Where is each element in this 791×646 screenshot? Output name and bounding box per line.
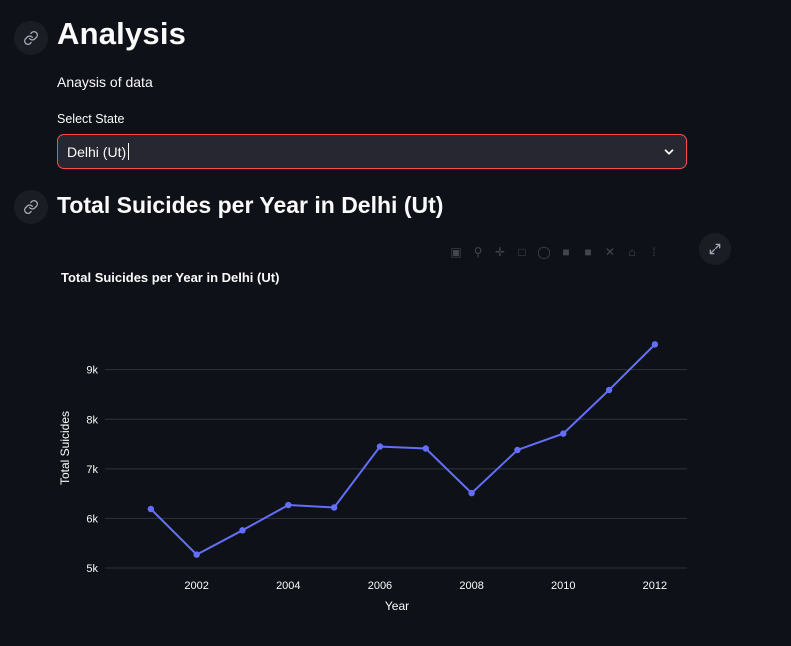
chevron-down-icon[interactable] (662, 145, 676, 159)
header-anchor-link[interactable] (14, 21, 48, 55)
chart-y-tick-label: 8k (86, 414, 98, 426)
zoom-out-icon[interactable]: ■ (584, 245, 592, 259)
select-state-label: Select State (57, 112, 125, 126)
chart-title: Total Suicides per Year in Delhi (Ut) (61, 270, 279, 285)
chart-series-line (150, 343, 656, 556)
chart-y-ticks: 5k 6k 7k 8k 9k (86, 365, 98, 575)
chart-gridlines (105, 369, 687, 569)
autoscale-icon[interactable]: ✕ (604, 245, 616, 259)
fullscreen-button[interactable] (699, 233, 731, 265)
chart-data-point[interactable] (605, 386, 613, 394)
chart-data-point[interactable] (514, 446, 521, 454)
chart-x-ticks: 2002 2004 2006 2008 2010 2012 (184, 580, 667, 592)
zoom-icon[interactable]: ⚲ (473, 245, 483, 259)
chart-x-tick-label: 2012 (643, 580, 667, 592)
chart-modebar: ▣ ⚲ ✛ □ ◯ ■ ■ ✕ ⌂ ⁞ (448, 244, 662, 260)
chart-data-point[interactable] (285, 501, 292, 509)
chart-data-point[interactable] (560, 430, 567, 437)
chart-x-tick-label: 2010 (551, 580, 575, 592)
box-select-icon[interactable]: □ (518, 245, 526, 259)
chart-data-point[interactable] (330, 504, 338, 511)
chart-series (147, 341, 659, 558)
pan-icon[interactable]: ✛ (494, 245, 506, 259)
chart-y-tick-label: 6k (86, 513, 98, 525)
chart-x-axis-label: Year (385, 599, 409, 613)
select-state-value: Delhi (Ut) (67, 144, 127, 160)
chart-x-tick-label: 2002 (184, 580, 208, 592)
page-subtitle: Anaysis of data (57, 74, 153, 90)
chart-y-tick-label: 9k (86, 365, 98, 377)
chart-y-axis-label: Total Suicides (58, 411, 72, 485)
plotly-logo-icon: ⁞ (652, 245, 656, 259)
select-state-dropdown[interactable]: Delhi (Ut) (57, 134, 687, 169)
section-anchor-link[interactable] (14, 190, 48, 224)
expand-icon (709, 243, 721, 255)
chart-data-point[interactable] (376, 443, 384, 450)
chart-x-tick-label: 2008 (459, 580, 483, 592)
chart-data-point[interactable] (239, 527, 246, 534)
camera-icon[interactable]: ▣ (450, 245, 462, 259)
zoom-in-icon[interactable]: ■ (562, 245, 570, 259)
link-icon (24, 31, 38, 45)
chart-data-point[interactable] (422, 445, 429, 452)
chart-x-tick-label: 2004 (276, 580, 300, 592)
chart-y-tick-label: 7k (86, 464, 98, 476)
chart-x-tick-label: 2006 (368, 580, 392, 592)
page-title: Analysis (57, 16, 187, 51)
chart-data-point[interactable] (651, 341, 659, 348)
select-state-value-wrap[interactable]: Delhi (Ut) (67, 143, 130, 160)
lasso-icon[interactable]: ◯ (537, 245, 551, 259)
chart-data-point[interactable] (468, 489, 475, 497)
chart-data-point[interactable] (193, 551, 200, 558)
chart-y-tick-label: 5k (86, 563, 98, 575)
text-caret (128, 143, 130, 160)
chart-data-point[interactable] (147, 505, 155, 513)
section-title: Total Suicides per Year in Delhi (Ut) (57, 192, 444, 218)
link-icon (24, 200, 38, 214)
home-icon[interactable]: ⌂ (628, 245, 636, 259)
